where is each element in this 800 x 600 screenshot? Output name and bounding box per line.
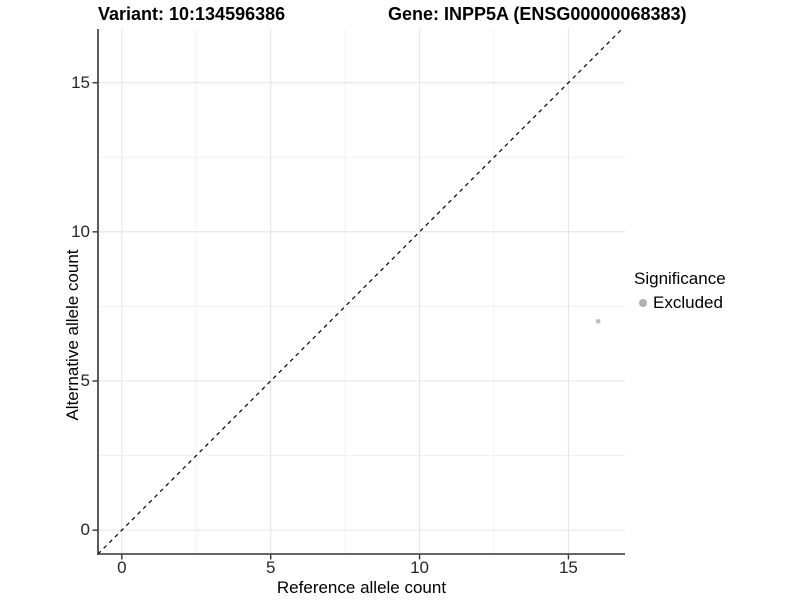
identity-line: [97, 28, 623, 555]
y-tick-label: 15: [71, 72, 90, 92]
y-tick-label: 0: [80, 520, 90, 540]
data-point: [595, 319, 601, 324]
x-tick-label: 5: [265, 558, 276, 577]
x-tick-label: 10: [410, 558, 429, 577]
legend-entry-excluded: Excluded: [634, 292, 726, 314]
plot-title-gene: Gene: INPP5A (ENSG00000068383): [388, 4, 687, 24]
legend: Significance Excluded: [634, 268, 726, 314]
legend-entry-label: Excluded: [653, 293, 723, 312]
x-tick-label: 0: [117, 558, 127, 577]
x-tick-label: 15: [558, 558, 578, 577]
x-axis-title: Reference allele count: [276, 578, 447, 597]
legend-key-dot-icon: [639, 299, 647, 307]
y-tick-label: 10: [71, 221, 90, 241]
legend-title: Significance: [634, 269, 726, 288]
plot-title-variant: Variant: 10:134596386: [98, 4, 286, 24]
y-tick-label: 5: [80, 370, 90, 390]
